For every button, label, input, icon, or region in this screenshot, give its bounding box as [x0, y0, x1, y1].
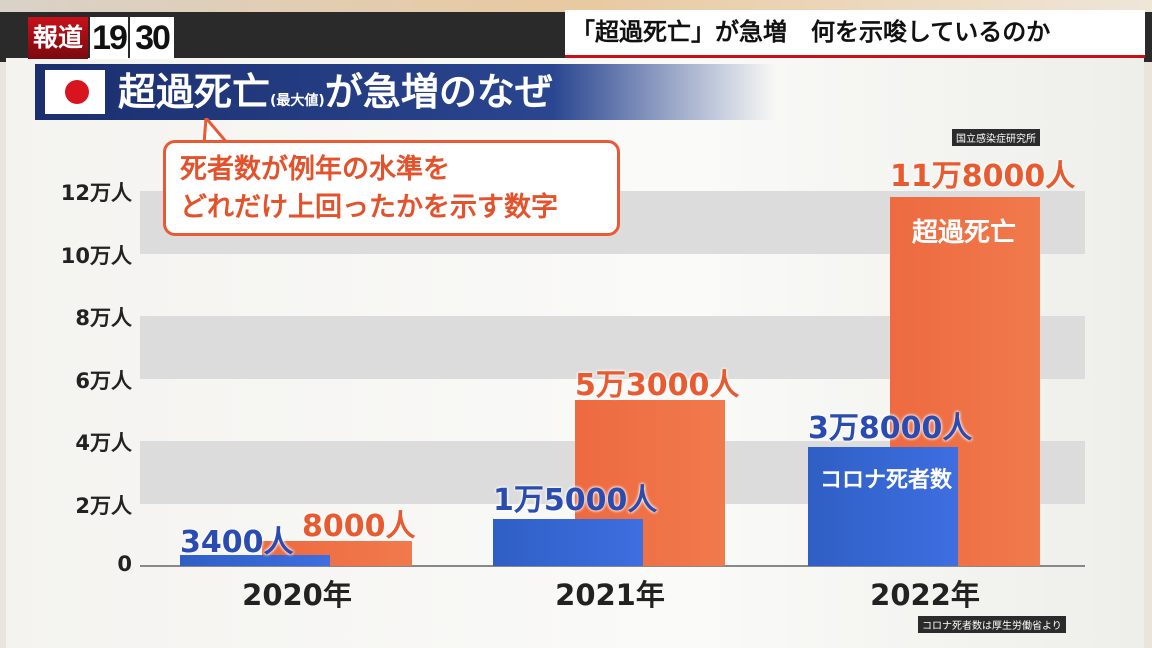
title-rest: が急増のなぜ [324, 70, 553, 114]
y-tick-label: 4万人 [75, 431, 132, 455]
title-small: (最大値) [270, 93, 325, 109]
series-label-excess: 超過死亡 [912, 218, 1017, 249]
value-label-covid: 3万8000人 [808, 411, 973, 447]
program-logo-text: 報道 [28, 17, 88, 59]
value-label-covid: 3400人 [180, 525, 294, 561]
title-banner [35, 64, 775, 120]
headline: 「超過死亡」が急増 何を示唆しているのか [565, 10, 1145, 58]
x-tick-label: 2020年 [242, 578, 352, 612]
value-label-excess: 5万3000人 [575, 368, 740, 404]
y-tick-label: 12万人 [60, 181, 132, 205]
source-covid: コロナ死者数は厚生労働省より [918, 616, 1066, 633]
value-label-excess: 11万8000人 [890, 159, 1076, 195]
y-tick-label: 0 [117, 552, 132, 576]
callout-line-1: 死者数が例年の水準を [180, 154, 450, 185]
callout-line-2: どれだけ上回ったかを示す数字 [180, 192, 558, 223]
x-tick-label: 2022年 [870, 578, 980, 612]
x-tick-label: 2021年 [555, 578, 665, 612]
bar-covid-deaths [180, 555, 330, 566]
y-tick-label: 10万人 [60, 243, 132, 268]
bar-covid-deaths [493, 519, 643, 566]
value-label-excess: 8000人 [302, 509, 416, 544]
program-logo-19: 19 [90, 17, 128, 59]
chart-title: 超過死亡(最大値)が急増のなぜ [118, 66, 553, 127]
y-tick-label: 6万人 [75, 368, 132, 393]
program-logo-30: 30 [130, 17, 174, 59]
source-excess: 国立感染症研究所 [952, 129, 1040, 146]
flag-sun [65, 80, 89, 104]
title-main: 超過死亡 [118, 70, 271, 114]
y-tick-label: 2万人 [75, 493, 132, 518]
x-axis [140, 565, 1085, 567]
definition-callout: 死者数が例年の水準を どれだけ上回ったかを示す数字 [163, 140, 620, 236]
series-label-covid: コロナ死者数 [820, 468, 953, 494]
y-tick-label: 8万人 [75, 306, 132, 330]
bar-covid-deaths [808, 447, 958, 566]
value-label-covid: 1万5000人 [493, 483, 658, 519]
